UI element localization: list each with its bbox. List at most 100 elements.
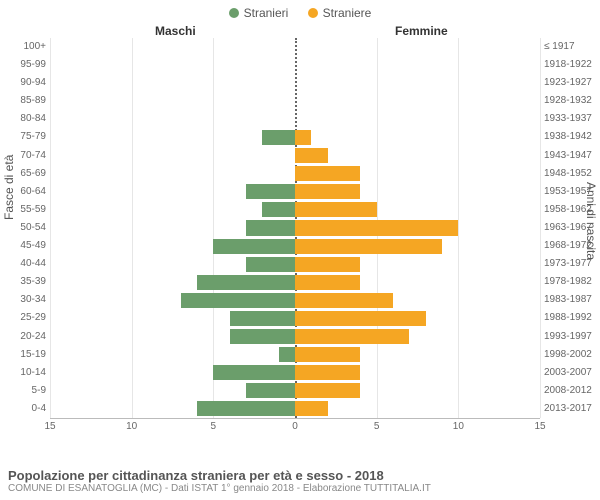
age-bracket-label: 0-4 — [8, 400, 46, 418]
bar-female — [295, 275, 360, 290]
bar-female — [295, 148, 328, 163]
age-row: 20-241993-1997 — [50, 328, 540, 346]
bar-male — [213, 239, 295, 254]
age-row: 100+≤ 1917 — [50, 38, 540, 56]
age-bracket-label: 40-44 — [8, 255, 46, 273]
age-row: 80-841933-1937 — [50, 110, 540, 128]
legend-item-female: Straniere — [308, 6, 372, 20]
bar-female — [295, 130, 311, 145]
birth-year-label: 2003-2007 — [544, 364, 598, 382]
age-bracket-label: 30-34 — [8, 291, 46, 309]
bar-female — [295, 239, 442, 254]
birth-year-label: 1978-1982 — [544, 273, 598, 291]
bar-female — [295, 401, 328, 416]
chart-footer: Popolazione per cittadinanza straniera p… — [8, 468, 592, 494]
birth-year-label: 1963-1967 — [544, 219, 598, 237]
birth-year-label: 1943-1947 — [544, 147, 598, 165]
x-tick-label: 0 — [292, 421, 298, 432]
bar-male — [230, 311, 295, 326]
bar-female — [295, 166, 360, 181]
age-bracket-label: 100+ — [8, 38, 46, 56]
chart-subtitle: COMUNE DI ESANATOGLIA (MC) - Dati ISTAT … — [8, 483, 592, 494]
x-tick-label: 10 — [126, 421, 137, 432]
x-axis: 15105051015 — [50, 418, 540, 438]
chart-title: Popolazione per cittadinanza straniera p… — [8, 468, 592, 483]
age-bracket-label: 25-29 — [8, 309, 46, 327]
legend-swatch-female — [308, 8, 318, 18]
birth-year-label: 1948-1952 — [544, 165, 598, 183]
age-bracket-label: 65-69 — [8, 165, 46, 183]
age-bracket-label: 60-64 — [8, 183, 46, 201]
birth-year-label: 1973-1977 — [544, 255, 598, 273]
age-row: 75-791938-1942 — [50, 128, 540, 146]
bar-female — [295, 257, 360, 272]
birth-year-label: 1988-1992 — [544, 309, 598, 327]
age-bracket-label: 85-89 — [8, 92, 46, 110]
plot-area: 100+≤ 191795-991918-192290-941923-192785… — [50, 38, 540, 438]
age-row: 10-142003-2007 — [50, 364, 540, 382]
bar-female — [295, 347, 360, 362]
birth-year-label: 1968-1972 — [544, 237, 598, 255]
gridline — [540, 38, 541, 418]
x-tick-label: 10 — [453, 421, 464, 432]
legend-swatch-male — [229, 8, 239, 18]
bar-male — [197, 401, 295, 416]
age-bracket-label: 35-39 — [8, 273, 46, 291]
bar-male — [230, 329, 295, 344]
bar-female — [295, 383, 360, 398]
bar-female — [295, 311, 426, 326]
birth-year-label: 1998-2002 — [544, 346, 598, 364]
bar-male — [197, 275, 295, 290]
age-bracket-label: 70-74 — [8, 147, 46, 165]
birth-year-label: 2008-2012 — [544, 382, 598, 400]
bar-male — [246, 220, 295, 235]
age-row: 60-641953-1957 — [50, 183, 540, 201]
age-row: 65-691948-1952 — [50, 165, 540, 183]
age-row: 25-291988-1992 — [50, 309, 540, 327]
header-male: Maschi — [155, 24, 196, 38]
legend: Stranieri Straniere — [0, 6, 600, 21]
age-bracket-label: 15-19 — [8, 346, 46, 364]
age-row: 40-441973-1977 — [50, 255, 540, 273]
birth-year-label: 1993-1997 — [544, 328, 598, 346]
age-bracket-label: 10-14 — [8, 364, 46, 382]
x-tick-label: 15 — [44, 421, 55, 432]
age-bracket-label: 45-49 — [8, 237, 46, 255]
population-pyramid-chart: Stranieri Straniere Maschi Femmine Fasce… — [0, 0, 600, 500]
age-row: 30-341983-1987 — [50, 291, 540, 309]
birth-year-label: 1958-1962 — [544, 201, 598, 219]
age-bracket-label: 20-24 — [8, 328, 46, 346]
age-row: 35-391978-1982 — [50, 273, 540, 291]
age-row: 0-42013-2017 — [50, 400, 540, 418]
bar-male — [246, 257, 295, 272]
bar-female — [295, 365, 360, 380]
birth-year-label: 1923-1927 — [544, 74, 598, 92]
x-tick-label: 15 — [534, 421, 545, 432]
age-row: 5-92008-2012 — [50, 382, 540, 400]
birth-year-label: 1983-1987 — [544, 291, 598, 309]
bar-male — [246, 383, 295, 398]
age-row: 50-541963-1967 — [50, 219, 540, 237]
bar-male — [262, 202, 295, 217]
birth-year-label: 1928-1932 — [544, 92, 598, 110]
bar-female — [295, 293, 393, 308]
age-row: 90-941923-1927 — [50, 74, 540, 92]
age-row: 45-491968-1972 — [50, 237, 540, 255]
age-row: 95-991918-1922 — [50, 56, 540, 74]
bar-male — [279, 347, 295, 362]
age-bracket-label: 95-99 — [8, 56, 46, 74]
age-bracket-label: 55-59 — [8, 201, 46, 219]
x-tick-label: 5 — [211, 421, 217, 432]
age-bracket-label: 90-94 — [8, 74, 46, 92]
birth-year-label: 2013-2017 — [544, 400, 598, 418]
birth-year-label: ≤ 1917 — [544, 38, 598, 56]
birth-year-label: 1918-1922 — [544, 56, 598, 74]
bar-female — [295, 220, 458, 235]
bar-male — [262, 130, 295, 145]
bar-female — [295, 184, 360, 199]
bar-female — [295, 202, 377, 217]
bar-male — [181, 293, 295, 308]
x-tick-label: 5 — [374, 421, 380, 432]
bar-male — [246, 184, 295, 199]
age-bracket-label: 80-84 — [8, 110, 46, 128]
